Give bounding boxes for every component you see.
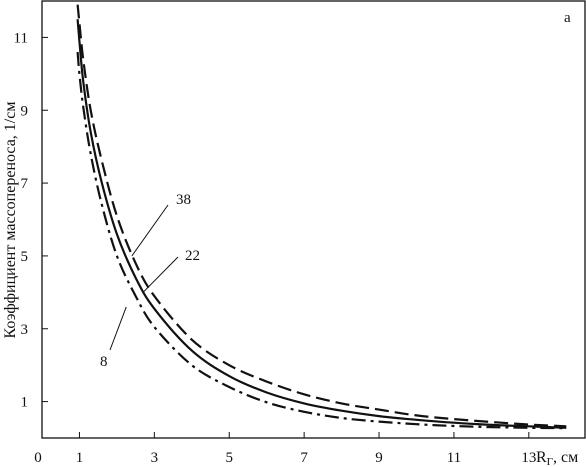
leader-line-38 [131, 204, 169, 257]
series-line-8 [76, 51, 567, 430]
x-axis-title-unit: , см [553, 449, 578, 466]
x-tick-label: 3 [151, 450, 159, 466]
x-axis-title-sub: Г [547, 456, 553, 467]
y-axis-title: Коэффициент массопереноса, 1/см [2, 102, 19, 339]
y-tick-label: 1 [21, 395, 29, 411]
y-tick-label: 7 [21, 176, 29, 192]
panel-label: a [564, 10, 571, 26]
curve-label-38: 38 [176, 192, 191, 208]
leader-line-8 [109, 306, 127, 351]
x-axis-title-main: R [536, 449, 547, 466]
x-tick-label: 7 [300, 450, 308, 466]
plot-frame [41, 0, 586, 439]
curve-label-8: 8 [100, 354, 108, 370]
x-tick-label: 5 [225, 450, 233, 466]
series-line-22 [76, 19, 567, 429]
svg-text:RГ, см: RГ, см [536, 449, 578, 467]
x-tick-label: 13 [521, 450, 536, 466]
x-tick-label: 11 [447, 450, 461, 466]
series-line-38 [76, 4, 567, 428]
x-axis-title: RГ, см [536, 449, 578, 467]
leader-line-22 [142, 256, 179, 293]
x-tick-label: 9 [375, 450, 383, 466]
y-tick-label: 3 [21, 322, 29, 338]
y-tick-label: 5 [21, 249, 29, 265]
series-layer [76, 4, 567, 430]
curve-label-leaders [109, 204, 179, 351]
origin-label: 0 [34, 450, 42, 466]
tick-marks [42, 36, 530, 438]
y-tick-label: 9 [21, 103, 29, 119]
curve-label-22: 22 [185, 248, 200, 264]
y-tick-label: 11 [14, 30, 28, 46]
x-tick-label: 1 [76, 450, 84, 466]
